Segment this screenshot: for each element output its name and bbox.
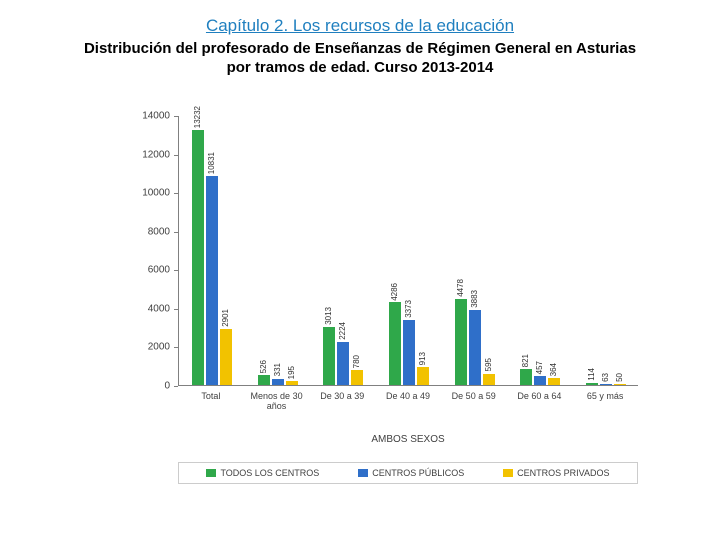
- bar: [534, 376, 546, 385]
- y-tick: [174, 347, 178, 348]
- bar-value-label: 457: [535, 361, 544, 374]
- y-axis-label: 4000: [130, 303, 170, 314]
- legend-item: CENTROS PÚBLICOS: [358, 468, 464, 478]
- bar: [286, 381, 298, 385]
- y-tick: [174, 270, 178, 271]
- x-category-label: Total: [180, 392, 242, 402]
- bar: [220, 329, 232, 385]
- bar: [520, 369, 532, 385]
- legend-item: TODOS LOS CENTROS: [206, 468, 319, 478]
- bar: [614, 384, 626, 385]
- chapter-title: Capítulo 2. Los recursos de la educación: [0, 16, 720, 36]
- bar: [483, 374, 495, 385]
- bar: [389, 302, 401, 385]
- bar-value-label: 4478: [456, 279, 465, 297]
- y-tick: [174, 232, 178, 233]
- y-tick: [174, 193, 178, 194]
- x-category-label: De 60 a 64: [509, 392, 571, 402]
- legend-item: CENTROS PRIVADOS: [503, 468, 609, 478]
- bar-value-label: 821: [521, 354, 530, 367]
- bar-value-label: 2224: [338, 322, 347, 340]
- bar-value-label: 4286: [390, 283, 399, 301]
- chart-title-line1: Distribución del profesorado de Enseñanz…: [84, 40, 636, 57]
- bar: [403, 320, 415, 385]
- y-axis-label: 12000: [130, 149, 170, 160]
- y-tick: [174, 309, 178, 310]
- y-axis-label: 0: [130, 381, 170, 392]
- x-category-label: De 40 a 49: [377, 392, 439, 402]
- bar: [469, 310, 481, 385]
- legend-swatch: [358, 469, 368, 477]
- bar-value-label: 3373: [404, 300, 413, 318]
- y-tick: [174, 155, 178, 156]
- bar: [455, 299, 467, 385]
- x-category-label: 65 y más: [574, 392, 636, 402]
- legend-label: CENTROS PRIVADOS: [517, 468, 609, 478]
- bar-value-label: 913: [418, 352, 427, 365]
- y-axis-label: 2000: [130, 342, 170, 353]
- y-tick: [174, 116, 178, 117]
- x-category-label: Menos de 30 años: [246, 392, 308, 412]
- bar: [258, 375, 270, 385]
- bar-value-label: 50: [615, 373, 624, 382]
- bar: [417, 367, 429, 385]
- bar: [600, 384, 612, 385]
- legend-swatch: [206, 469, 216, 477]
- bar-value-label: 63: [601, 373, 610, 382]
- y-axis-label: 10000: [130, 188, 170, 199]
- bar-value-label: 3883: [470, 290, 479, 308]
- bar-value-label: 114: [587, 368, 596, 381]
- x-axis-title: AMBOS SEXOS: [178, 434, 638, 445]
- y-axis-label: 6000: [130, 265, 170, 276]
- chart-plot-area: 1323210831290152633119530132224780428633…: [178, 116, 638, 386]
- bar: [337, 342, 349, 385]
- legend-swatch: [503, 469, 513, 477]
- bar-value-label: 780: [352, 355, 361, 368]
- bar: [192, 130, 204, 385]
- bar-value-label: 10831: [207, 152, 216, 174]
- bar: [323, 327, 335, 385]
- bar-value-label: 3013: [324, 307, 333, 325]
- x-category-label: De 50 a 59: [443, 392, 505, 402]
- y-axis-label: 8000: [130, 226, 170, 237]
- bar: [351, 370, 363, 385]
- bar-value-label: 2901: [221, 309, 230, 327]
- chart-legend: TODOS LOS CENTROS CENTROS PÚBLICOS CENTROS…: [178, 462, 638, 484]
- bar: [548, 378, 560, 385]
- bar-value-label: 364: [549, 363, 558, 376]
- chart-title: Distribución del profesorado de Enseñanz…: [0, 40, 720, 78]
- bar: [272, 379, 284, 385]
- bar: [206, 176, 218, 385]
- bar-value-label: 331: [273, 363, 282, 376]
- x-category-label: De 30 a 39: [311, 392, 373, 402]
- bar-value-label: 195: [287, 366, 296, 379]
- bar: [586, 383, 598, 385]
- bar-value-label: 595: [484, 358, 493, 371]
- chart-title-line2: por tramos de edad. Curso 2013-2014: [227, 59, 494, 76]
- bar-value-label: 13232: [193, 106, 202, 128]
- legend-label: TODOS LOS CENTROS: [220, 468, 319, 478]
- legend-label: CENTROS PÚBLICOS: [372, 468, 464, 478]
- y-axis-label: 14000: [130, 111, 170, 122]
- bar-value-label: 526: [259, 360, 268, 373]
- y-tick: [174, 386, 178, 387]
